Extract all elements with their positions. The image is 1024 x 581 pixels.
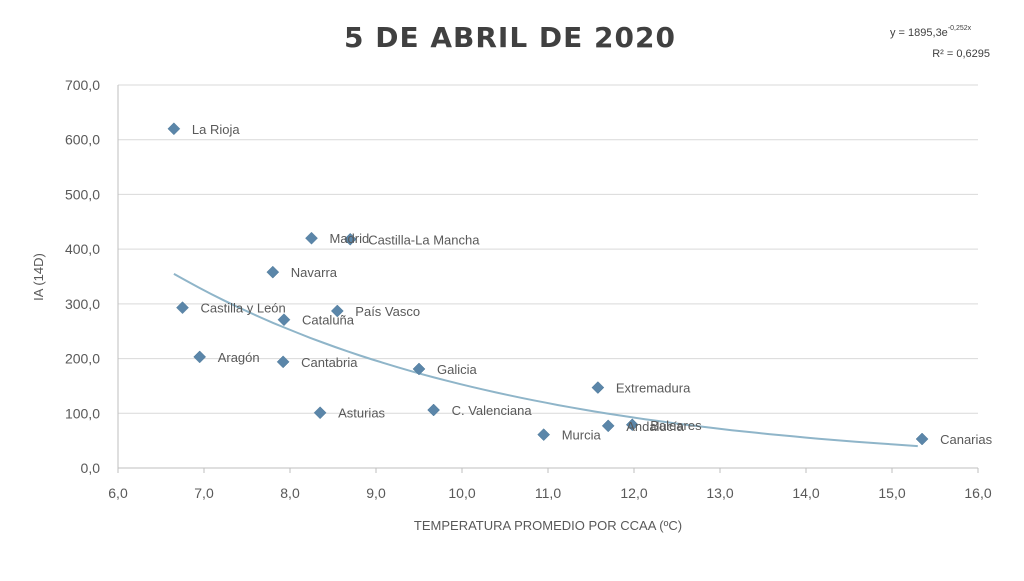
x-tick-label: 8,0 bbox=[280, 485, 300, 501]
data-label: Madrid bbox=[330, 231, 370, 246]
x-tick-label: 12,0 bbox=[620, 485, 647, 501]
x-axis-ticks: 6,0 7,0 8,0 9,0 10,0 11,0 12,0 13,0 14,0 15,0 16,0 bbox=[108, 485, 992, 501]
data-label: Murcia bbox=[562, 428, 602, 443]
trend-equation-base: y = 1895,3e bbox=[890, 27, 948, 39]
data-label: Baleares bbox=[650, 418, 702, 433]
x-axis-title: TEMPERATURA PROMEDIO POR CCAA (ºC) bbox=[414, 518, 682, 533]
data-point bbox=[412, 362, 426, 376]
data-point bbox=[193, 350, 207, 364]
y-tick-label: 500,0 bbox=[65, 186, 100, 202]
data-point bbox=[305, 231, 318, 245]
data-point bbox=[591, 381, 605, 394]
y-tick-label: 400,0 bbox=[65, 241, 100, 257]
x-tick-label: 9,0 bbox=[366, 485, 386, 501]
y-tick-label: 100,0 bbox=[65, 405, 100, 421]
trendline bbox=[173, 273, 918, 448]
y-tick-label: 600,0 bbox=[65, 132, 100, 148]
x-tick-label: 14,0 bbox=[792, 485, 819, 501]
y-tick-label: 0,0 bbox=[81, 460, 101, 476]
data-label: Castilla y León bbox=[201, 301, 286, 316]
data-point bbox=[915, 432, 929, 446]
data-label: Aragón bbox=[218, 350, 260, 365]
data-label: Asturias bbox=[338, 406, 385, 421]
data-label: La Rioja bbox=[192, 122, 240, 137]
chart-title: 5 DE ABRIL DE 2020 bbox=[344, 21, 676, 54]
gridlines bbox=[118, 84, 978, 414]
data-label: Canarias bbox=[940, 432, 993, 447]
data-label: Extremadura bbox=[616, 381, 691, 396]
data-point bbox=[167, 122, 181, 136]
data-label: Galicia bbox=[437, 362, 478, 377]
trend-r-squared: R² = 0,6295 bbox=[932, 48, 990, 60]
x-tick-label: 16,0 bbox=[964, 485, 991, 501]
x-tick-label: 6,0 bbox=[108, 485, 128, 501]
data-point bbox=[176, 301, 189, 315]
trendline-layer bbox=[173, 273, 918, 448]
data-label: País Vasco bbox=[355, 304, 420, 319]
x-tick-label: 15,0 bbox=[878, 485, 905, 501]
x-tick-label: 11,0 bbox=[535, 485, 561, 501]
trend-equation-exponent: -0,252x bbox=[948, 25, 972, 32]
data-point bbox=[537, 428, 551, 441]
data-label: Andalucía bbox=[626, 419, 685, 434]
data-label: Castilla-La Mancha bbox=[368, 232, 480, 247]
data-points bbox=[167, 122, 929, 446]
axes bbox=[117, 85, 979, 473]
y-axis-title: IA (14D) bbox=[31, 253, 46, 301]
data-label: Navarra bbox=[291, 265, 338, 280]
y-tick-label: 700,0 bbox=[65, 77, 100, 93]
x-tick-label: 10,0 bbox=[448, 485, 475, 501]
data-label: Cantabria bbox=[301, 355, 358, 370]
data-point bbox=[427, 403, 440, 417]
x-tick-label: 13,0 bbox=[706, 485, 733, 501]
y-axis-ticks: 0,0 100,0 200,0 300,0 400,0 500,0 600,0 700,0 bbox=[65, 77, 100, 476]
y-tick-label: 200,0 bbox=[65, 351, 100, 367]
data-point bbox=[266, 265, 280, 279]
data-label: C. Valenciana bbox=[452, 403, 533, 418]
data-label: Cataluña bbox=[302, 313, 355, 328]
data-point bbox=[601, 419, 615, 433]
data-point bbox=[330, 304, 344, 318]
y-tick-label: 300,0 bbox=[65, 296, 100, 312]
data-point bbox=[313, 406, 327, 420]
data-point bbox=[343, 232, 357, 246]
data-point bbox=[276, 355, 290, 369]
data-point bbox=[625, 418, 639, 432]
x-tick-label: 7,0 bbox=[194, 485, 214, 501]
trend-equation: y = 1895,3e-0,252x bbox=[890, 25, 972, 39]
data-point bbox=[277, 313, 291, 327]
